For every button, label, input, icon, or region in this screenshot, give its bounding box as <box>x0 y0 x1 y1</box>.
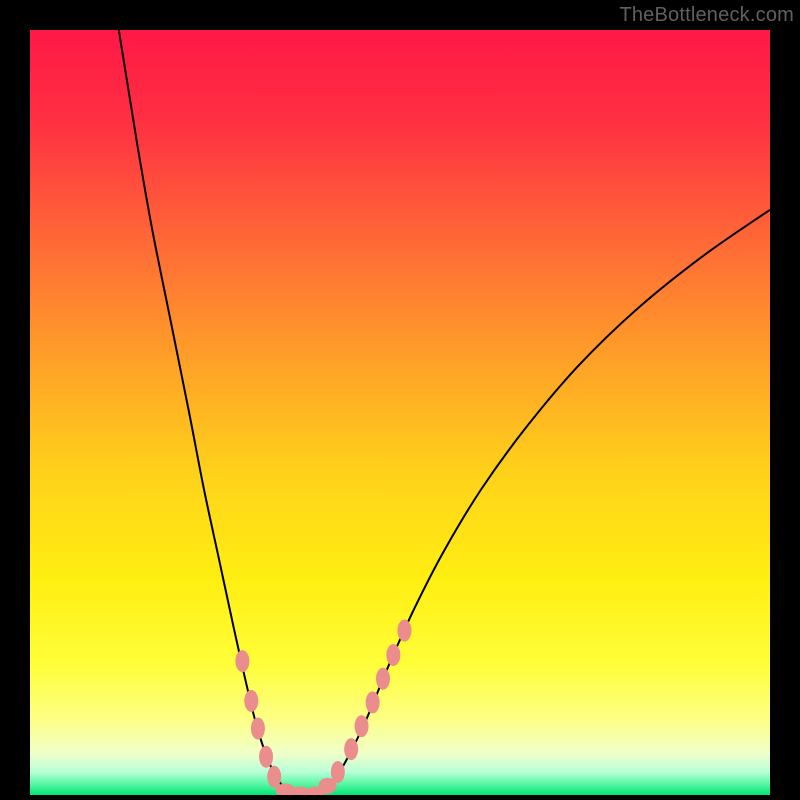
curve-marker <box>397 620 411 642</box>
curve-marker <box>344 738 358 760</box>
curve-marker <box>251 717 265 739</box>
curve-marker <box>355 715 369 737</box>
gradient-background <box>30 30 770 795</box>
curve-marker <box>376 668 390 690</box>
curve-marker <box>267 766 281 788</box>
curve-marker <box>235 650 249 672</box>
curve-marker <box>366 691 380 713</box>
plot-svg <box>0 0 800 800</box>
chart-frame: TheBottleneck.com <box>0 0 800 800</box>
curve-marker <box>331 761 345 783</box>
plot-container <box>0 0 800 800</box>
watermark-text: TheBottleneck.com <box>619 4 794 27</box>
curve-marker <box>259 746 273 768</box>
curve-marker <box>244 690 258 712</box>
curve-marker <box>386 644 400 666</box>
